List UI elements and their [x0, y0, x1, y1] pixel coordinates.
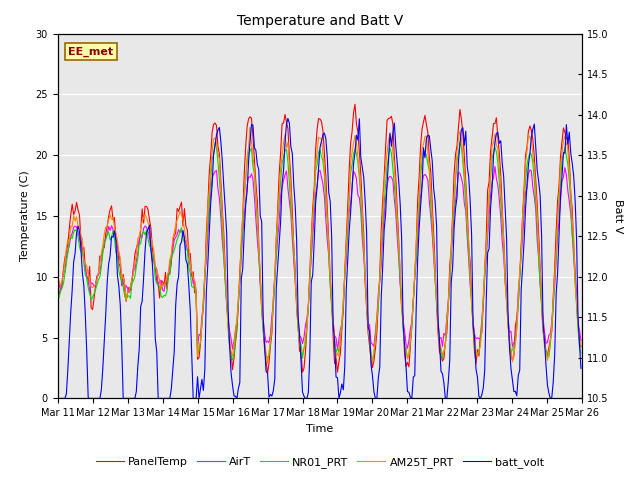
NR01_PRT [237, 251, 245, 256]
Line: NR01_PRT: NR01_PRT [58, 142, 581, 362]
AM25T_PRT [227, 352, 235, 358]
AirT [551, 284, 559, 289]
NR01_PRT [284, 159, 292, 165]
AirT [236, 277, 244, 283]
AM25T_PRT [551, 275, 559, 280]
batt_volt [210, 152, 218, 157]
PanelTemp [551, 264, 559, 270]
Legend: PanelTemp, AirT, NR01_PRT, AM25T_PRT, batt_volt: PanelTemp, AirT, NR01_PRT, AM25T_PRT, ba… [92, 452, 548, 472]
Title: Temperature and Batt V: Temperature and Batt V [237, 14, 403, 28]
NR01_PRT [210, 152, 218, 158]
PanelTemp [54, 293, 61, 299]
Line: AirT: AirT [58, 167, 581, 349]
PanelTemp [227, 349, 235, 355]
PanelTemp [577, 344, 585, 350]
X-axis label: Time: Time [307, 424, 333, 433]
AirT [210, 171, 218, 177]
AirT [577, 337, 585, 343]
AM25T_PRT [264, 360, 271, 366]
AM25T_PRT [118, 276, 125, 282]
batt_volt [227, 370, 235, 376]
PanelTemp [351, 101, 359, 107]
NR01_PRT [577, 350, 585, 356]
PanelTemp [236, 267, 244, 273]
batt_volt [577, 366, 585, 372]
AirT [118, 274, 125, 279]
batt_volt [118, 342, 125, 348]
NR01_PRT [551, 274, 559, 280]
Y-axis label: Batt V: Batt V [612, 199, 623, 233]
PanelTemp [210, 121, 218, 127]
Text: EE_met: EE_met [68, 47, 113, 57]
batt_volt [54, 396, 61, 401]
AirT [227, 336, 235, 341]
AM25T_PRT [285, 164, 293, 169]
batt_volt [549, 379, 557, 384]
AirT [491, 164, 499, 169]
NR01_PRT [118, 278, 125, 284]
Line: PanelTemp: PanelTemp [58, 104, 581, 374]
AM25T_PRT [577, 343, 585, 349]
AM25T_PRT [246, 124, 254, 130]
AM25T_PRT [210, 136, 218, 142]
PanelTemp [284, 126, 292, 132]
batt_volt [236, 380, 244, 385]
AM25T_PRT [236, 278, 244, 284]
AirT [283, 168, 291, 174]
AirT [54, 290, 61, 296]
AM25T_PRT [54, 288, 61, 294]
Line: batt_volt: batt_volt [58, 119, 581, 398]
AirT [333, 347, 341, 352]
PanelTemp [264, 371, 271, 377]
Line: AM25T_PRT: AM25T_PRT [58, 127, 581, 363]
NR01_PRT [54, 293, 61, 299]
batt_volt [284, 116, 292, 121]
NR01_PRT [211, 139, 219, 145]
batt_volt [283, 121, 291, 127]
PanelTemp [118, 283, 125, 288]
NR01_PRT [228, 357, 236, 362]
Y-axis label: Temperature (C): Temperature (C) [20, 170, 30, 262]
NR01_PRT [369, 359, 376, 365]
